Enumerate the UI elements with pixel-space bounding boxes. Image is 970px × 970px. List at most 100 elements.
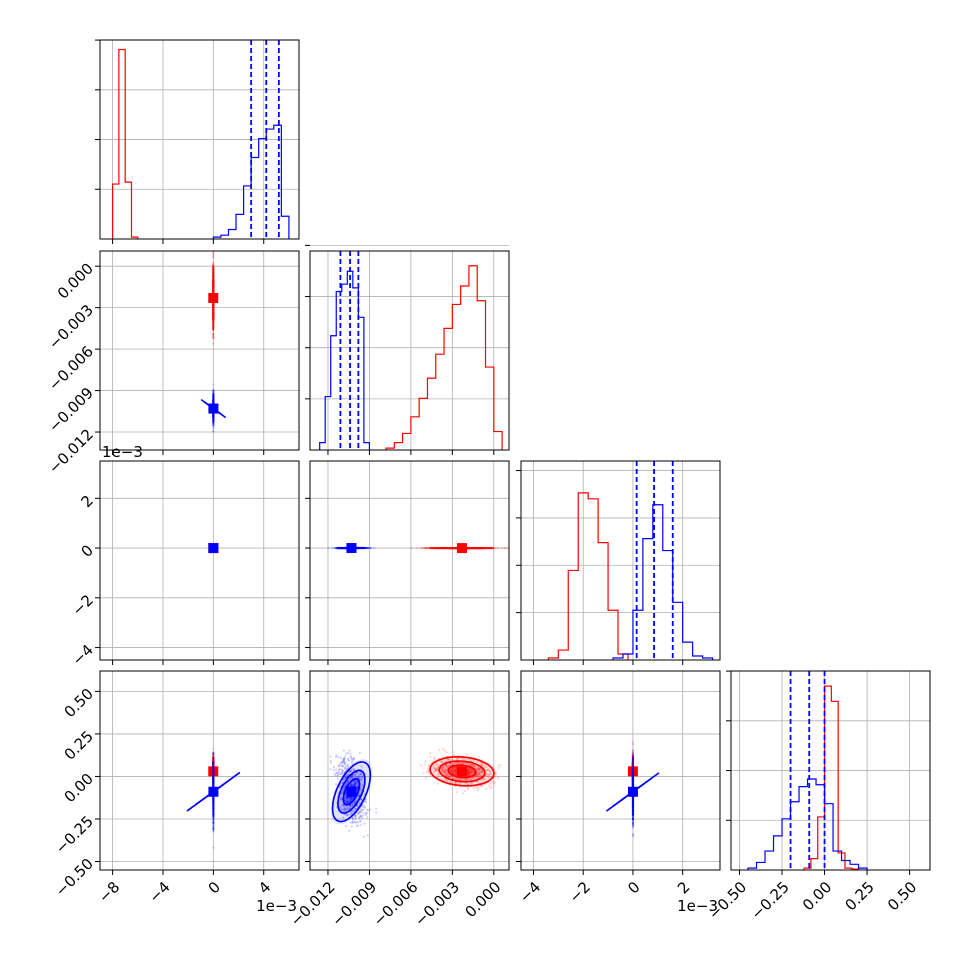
sample-point <box>212 395 215 398</box>
sample-point <box>212 389 215 392</box>
sample-point <box>504 547 507 550</box>
sample-point <box>212 417 215 420</box>
sample-point <box>212 416 215 419</box>
sample-point <box>212 418 215 421</box>
sample-point <box>212 413 215 416</box>
sample-point <box>212 400 215 403</box>
sample-point <box>212 415 215 418</box>
sample-point <box>212 399 215 402</box>
sample-point <box>212 398 215 401</box>
sample-point <box>212 414 215 417</box>
sample-point <box>212 747 215 751</box>
hist-series-a <box>547 492 629 660</box>
sample-point <box>212 391 215 394</box>
sample-point <box>424 547 427 550</box>
sample-point <box>212 413 215 416</box>
sample-point <box>212 415 215 418</box>
sample-point <box>212 416 215 419</box>
sample-point <box>212 416 215 419</box>
sample-point <box>212 416 215 419</box>
sample-point <box>212 417 215 420</box>
sample-point <box>212 394 215 397</box>
sample-point <box>422 547 425 550</box>
sample-point <box>212 398 215 401</box>
sample-point <box>427 547 430 550</box>
sample-point <box>212 400 215 403</box>
sample-point <box>212 397 215 400</box>
sample-point <box>212 394 215 397</box>
sample-point <box>368 546 371 550</box>
sample-point <box>212 420 215 423</box>
sample-point <box>212 399 215 402</box>
sample-point <box>212 752 215 756</box>
sample-point <box>212 398 215 401</box>
sample-point <box>212 401 215 404</box>
sample-point <box>212 413 215 416</box>
sample-point <box>212 417 215 420</box>
sample-point <box>212 416 215 419</box>
sample-point <box>212 399 215 402</box>
sample-point <box>212 398 215 401</box>
sample-point <box>212 400 215 403</box>
sample-point <box>212 263 215 266</box>
sample-point <box>212 400 215 403</box>
sample-point <box>212 401 215 404</box>
sample-point <box>212 414 215 417</box>
sample-point <box>212 396 215 399</box>
sample-point <box>212 401 215 404</box>
sample-point <box>212 416 215 419</box>
sample-point <box>212 401 215 404</box>
sample-point <box>212 333 215 336</box>
sample-point <box>212 420 215 424</box>
sample-point <box>212 414 215 417</box>
sample-point <box>212 401 215 404</box>
sample-point <box>493 547 496 550</box>
sample-point <box>212 261 215 264</box>
sample-point <box>212 751 215 755</box>
sample-point <box>212 413 215 416</box>
sample-point <box>334 547 337 550</box>
sample-point <box>212 415 215 418</box>
sample-point <box>212 401 215 404</box>
sample-point <box>212 755 215 758</box>
sample-point <box>212 421 215 424</box>
sample-point <box>212 337 215 340</box>
sample-point <box>212 393 215 396</box>
sample-point <box>212 401 215 404</box>
sample-point <box>212 419 215 422</box>
sample-point <box>212 417 215 420</box>
sample-point <box>212 397 215 400</box>
sample-point <box>427 547 430 550</box>
sample-point <box>333 546 336 550</box>
hist-series-b <box>212 124 290 239</box>
sample-point <box>212 397 215 401</box>
sample-point <box>423 547 426 550</box>
sample-point <box>212 422 215 425</box>
sample-point <box>212 413 215 416</box>
sample-point <box>212 400 215 404</box>
sample-point <box>212 421 215 424</box>
sample-point <box>212 390 215 393</box>
sample-point <box>212 419 215 422</box>
sample-point <box>212 416 215 419</box>
sample-point <box>212 399 215 403</box>
sample-point <box>212 414 215 417</box>
sample-point <box>212 419 215 422</box>
sample-point <box>212 419 215 422</box>
sample-point <box>212 419 215 422</box>
sample-point <box>212 421 215 424</box>
sample-point <box>212 414 215 418</box>
sample-point <box>212 419 215 422</box>
sample-point <box>212 400 215 404</box>
sample-point <box>212 398 215 401</box>
sample-point <box>367 546 370 550</box>
sample-point <box>212 400 215 403</box>
sample-point <box>212 398 215 401</box>
sample-point <box>212 413 215 416</box>
sample-point <box>212 401 215 404</box>
sample-point <box>366 546 369 550</box>
sample-point <box>212 395 215 398</box>
sample-point <box>424 547 427 550</box>
sample-point <box>212 414 215 417</box>
sample-point <box>366 547 369 550</box>
